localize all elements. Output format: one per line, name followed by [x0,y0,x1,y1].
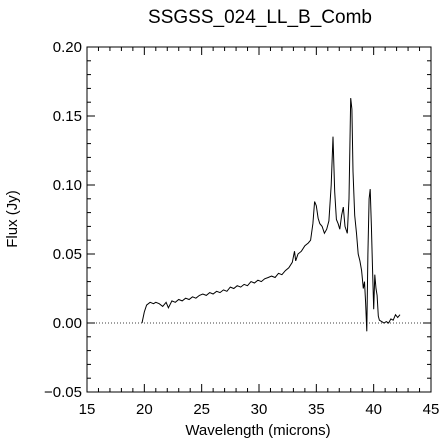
y-tick-label: 0.20 [53,39,82,56]
y-tick-label: 0.15 [53,108,82,125]
x-tick-label: 25 [193,401,210,418]
chart-title: SSGSS_024_LL_B_Comb [148,7,372,28]
x-axis-label: Wavelength (microns) [185,422,330,439]
x-tick-label: 15 [79,401,96,418]
y-tick-label: 0.05 [53,246,82,263]
y-tick-label: −0.05 [44,384,82,401]
series-line [141,98,401,332]
x-tick-label: 45 [423,401,440,418]
x-axis: 15 20 25 30 35 40 45 [79,47,440,418]
x-tick-label: 20 [136,401,153,418]
x-tick-label: 30 [251,401,268,418]
x-tick-label: 40 [365,401,382,418]
y-tick-label: 0.00 [53,315,82,332]
y-axis: −0.05 0.00 0.05 0.10 0.15 0.20 [44,39,431,401]
plot-area [86,46,432,393]
y-tick-label: 0.10 [53,177,82,194]
x-tick-label: 35 [308,401,325,418]
y-axis-label: Flux (Jy) [4,190,21,248]
plot-frame [86,46,432,393]
